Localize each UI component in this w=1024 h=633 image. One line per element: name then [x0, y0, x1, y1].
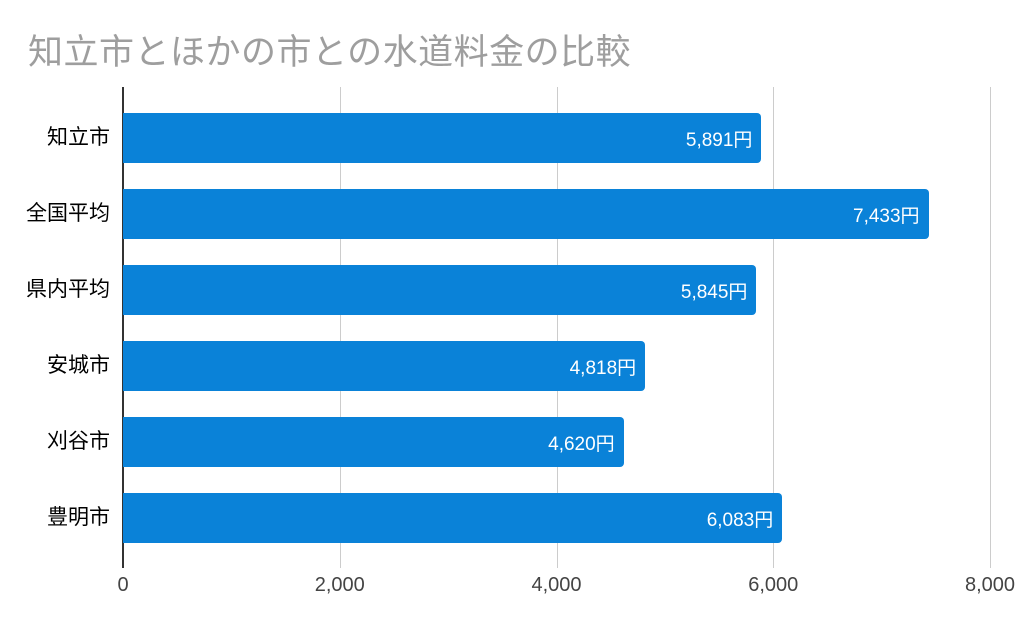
bar: 5,891円 [123, 113, 762, 163]
category-label: 刈谷市 [47, 430, 110, 453]
x-tick-label: 8,000 [964, 574, 1016, 596]
bar-value-label: 4,620円 [548, 433, 615, 455]
x-tick-label: 4,000 [531, 574, 582, 596]
x-tick-label: 6,000 [748, 574, 799, 596]
bar: 7,433円 [123, 189, 929, 239]
category-label: 県内平均 [26, 278, 110, 301]
bar-value-label: 4,818円 [569, 357, 637, 379]
gridline [990, 87, 991, 568]
category-label: 豊明市 [47, 506, 110, 529]
bar-value-label: 6,083円 [706, 509, 774, 531]
gridline [773, 87, 775, 568]
bar: 4,818円 [123, 341, 646, 391]
bar-value-label: 7,433円 [853, 205, 920, 227]
plot-area: 5,891円 7,433円 5,845円 4,818円 4,620円 6,083円 [122, 87, 991, 568]
x-tick-label: 0 [117, 574, 129, 596]
baseline-axis-line [122, 87, 124, 568]
gridline [339, 87, 341, 568]
bar-value-label: 5,845円 [680, 281, 748, 303]
bar: 6,083円 [123, 493, 783, 543]
bar: 4,620円 [123, 417, 624, 467]
category-label: 全国平均 [26, 202, 110, 225]
chart-title: 知立市とほかの市との水道料金の比較 [28, 33, 632, 72]
gridline [556, 87, 558, 568]
bar-value-label: 5,891円 [685, 129, 753, 151]
category-label: 知立市 [47, 126, 110, 149]
bar: 5,845円 [123, 265, 757, 315]
category-label: 安城市 [47, 354, 110, 377]
x-tick-label: 2,000 [314, 574, 365, 596]
